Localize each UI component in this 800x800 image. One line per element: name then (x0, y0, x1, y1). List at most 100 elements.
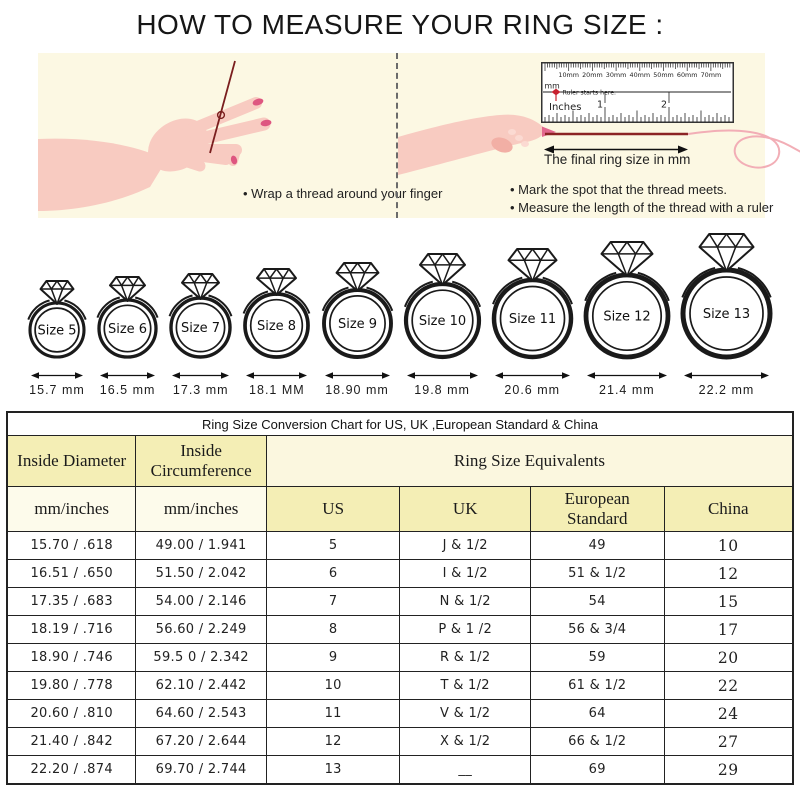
ring-size-item: Size 13 22.2 mm (677, 232, 776, 397)
table-cell: 49.00 / 1.941 (135, 531, 267, 560)
ring-diameter-label: 17.3 mm (172, 383, 229, 397)
diameter-arrow (406, 371, 478, 380)
table-cell: 24 (663, 699, 794, 728)
table-cell: 10 (265, 671, 401, 700)
svg-text:60mm: 60mm (677, 71, 698, 79)
final-ring-size-label: The final ring size in mm (544, 152, 691, 167)
table-cell: X & 1/2 (399, 727, 531, 756)
table-cell: 54 (529, 587, 665, 616)
instruction-panels: • Wrap a thread around your finger 10mm 2… (38, 53, 800, 218)
ring-size-item: Size 11 20.6 mm (488, 247, 577, 397)
measure-captions: • Mark the spot that the thread meets. •… (510, 181, 773, 216)
ring-illustration: Size 7 (168, 273, 233, 359)
svg-text:Size 8: Size 8 (257, 319, 296, 334)
svg-text:Size 13: Size 13 (703, 307, 750, 322)
svg-text:10mm: 10mm (558, 71, 579, 79)
diameter-arrow (31, 371, 83, 380)
ring-diameter-label: 21.4 mm (599, 383, 655, 397)
ring-diameter-label: 19.8 mm (414, 383, 470, 397)
conversion-table-wrap: Ring Size Conversion Chart for US, UK ,E… (6, 411, 794, 785)
table-row: 16.51 / .650 51.50 / 2.042 6 I & 1/2 51 & 1/… (6, 559, 794, 588)
ring-size-item: Size 12 21.4 mm (580, 240, 674, 397)
group-header-row: Inside Diameter Inside Circumference Rin… (6, 435, 794, 487)
hand-thread-illustration (38, 60, 272, 211)
table-row: 17.35 / .683 54.00 / 2.146 7 N & 1/2 54 15 (6, 587, 794, 616)
table-cell: 56.60 / 2.249 (135, 615, 267, 644)
sub-header: mm/inches (135, 486, 267, 532)
table-cell: 51.50 / 2.042 (135, 559, 267, 588)
ring-illustration: Size 10 (403, 253, 481, 360)
svg-text:Size 9: Size 9 (337, 317, 376, 332)
table-cell: 11 (265, 699, 401, 728)
table-cell: 13 (265, 755, 401, 785)
table-row: 15.70 / .618 49.00 / 1.941 5 J & 1/2 49 10 (6, 531, 794, 560)
table-cell: V & 1/2 (399, 699, 531, 728)
table-cell: __ (399, 755, 531, 785)
table-cell: 64 (529, 699, 665, 728)
diameter-arrow (172, 371, 230, 380)
sub-header: mm/inches (6, 486, 137, 532)
table-cell: 17.35 / .683 (6, 587, 137, 616)
ring-diameter-label: 16.5 mm (99, 383, 156, 397)
ring-illustration: Size 11 (491, 248, 573, 360)
svg-text:Size 5: Size 5 (37, 324, 76, 339)
table-cell: 67.20 / 2.644 (135, 727, 267, 756)
svg-text:Size 12: Size 12 (603, 310, 650, 325)
ring-diameter-label: 20.6 mm (504, 383, 561, 397)
table-row: 18.19 / .716 56.60 / 2.249 8 P & 1 /2 56 & 3… (6, 615, 794, 644)
table-cell: 20.60 / .810 (6, 699, 137, 728)
ring-size-conversion-table: Ring Size Conversion Chart for US, UK ,E… (6, 411, 794, 785)
table-cell: 9 (265, 643, 401, 672)
table-cell: 12 (663, 559, 794, 588)
ring-diameter-label: 18.1 MM (249, 383, 305, 397)
table-cell: 54.00 / 2.146 (135, 587, 267, 616)
table-cell: P & 1 /2 (399, 615, 531, 644)
table-cell: 27 (663, 727, 794, 756)
measure-length-caption: • Measure the length of the thread with … (510, 199, 774, 215)
page-title: HOW TO MEASURE YOUR RING SIZE : (136, 9, 664, 40)
ring-size-gallery: Size 5 15.7 mm Size 6 (0, 232, 800, 397)
ring-size-item: Size 8 18.1 MM (239, 267, 314, 397)
diameter-arrow (684, 371, 769, 380)
table-cell: 69 (529, 755, 665, 785)
table-cell: 20 (663, 643, 794, 672)
ring-diameter-label: 18.90 mm (325, 383, 389, 397)
table-cell: 8 (265, 615, 401, 644)
table-row: 22.20 / .874 69.70 / 2.744 13 __ 69 29 (6, 755, 794, 785)
table-cell: 22 (663, 671, 794, 700)
table-cell: 56 & 3/4 (529, 615, 665, 644)
table-cell: 64.60 / 2.543 (135, 699, 267, 728)
table-cell: 59.5 0 / 2.342 (135, 643, 267, 672)
panel-measure-ruler: 10mm 20mm 30mm 40mm 50mm 60mm 70mm mm Ruler sta… (396, 53, 800, 218)
svg-text:40mm: 40mm (630, 71, 651, 79)
table-cell: 7 (265, 587, 401, 616)
diameter-arrow (586, 371, 667, 380)
table-title-row: Ring Size Conversion Chart for US, UK ,E… (6, 411, 794, 436)
ruler-measure-illustration: 10mm 20mm 30mm 40mm 50mm 60mm 70mm mm Ruler sta… (398, 62, 800, 175)
table-cell: 61 & 1/2 (529, 671, 665, 700)
ring-size-item: Size 6 16.5 mm (93, 275, 162, 397)
svg-text:Size 7: Size 7 (181, 321, 220, 336)
svg-text:50mm: 50mm (653, 71, 674, 79)
svg-text:mm: mm (545, 82, 560, 91)
ring-size-item: Size 10 19.8 mm (400, 252, 485, 397)
table-cell: 51 & 1/2 (529, 559, 665, 588)
ring-illustration: Size 5 (27, 280, 87, 359)
panel-wrap-thread: • Wrap a thread around your finger (38, 53, 442, 218)
sub-header: US (265, 486, 401, 532)
diameter-arrow (100, 371, 156, 380)
ring-size-item: Size 9 18.90 mm (318, 261, 397, 397)
wrap-thread-caption: • Wrap a thread around your finger (243, 186, 443, 201)
svg-text:2: 2 (661, 100, 667, 111)
table-title: Ring Size Conversion Chart for US, UK ,E… (6, 411, 794, 436)
ring-illustration: Size 9 (321, 262, 393, 359)
table-cell: R & 1/2 (399, 643, 531, 672)
table-cell: J & 1/2 (399, 531, 531, 560)
table-cell: 15 (663, 587, 794, 616)
table-cell: 59 (529, 643, 665, 672)
diameter-arrow (324, 371, 390, 380)
svg-text:30mm: 30mm (606, 71, 627, 79)
table-cell: 69.70 / 2.744 (135, 755, 267, 785)
svg-text:Inches: Inches (549, 102, 582, 113)
